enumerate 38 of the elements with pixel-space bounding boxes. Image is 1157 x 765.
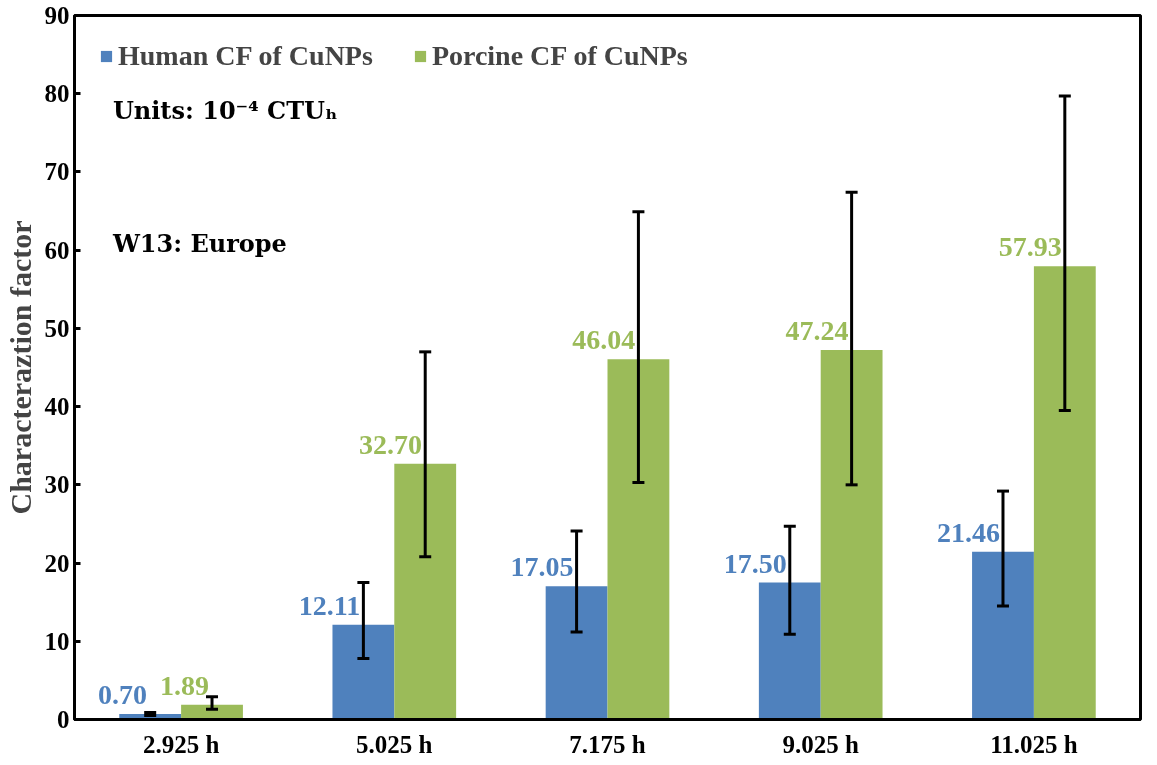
data-label: 57.93 [998, 231, 1062, 263]
y-axis-title: Characteraztion factor [3, 220, 37, 515]
bar [545, 586, 608, 720]
data-label: 47.24 [785, 314, 849, 346]
bar [820, 349, 883, 720]
annotation: W13: Europe [111, 228, 287, 258]
data-label: 17.05 [510, 551, 574, 583]
y-tick-label: 40 [44, 393, 70, 421]
x-tick-label: 7.175 h [569, 730, 646, 758]
bar [332, 624, 395, 720]
y-tick-label: 0 [57, 706, 70, 733]
y-tick-label: 80 [44, 80, 70, 108]
data-label: 1.89 [159, 669, 209, 701]
y-tick-label: 70 [44, 158, 70, 186]
bar [394, 463, 457, 720]
x-tick-label: 2.925 h [142, 730, 220, 758]
legend-label: Porcine CF of CuNPs [431, 40, 688, 72]
y-tick-label: 50 [44, 314, 70, 342]
data-label: 17.50 [723, 547, 787, 579]
y-tick-label: 10 [44, 627, 70, 655]
bar [758, 582, 821, 720]
annotation: Units: 10⁻⁴ CTUₕ [112, 96, 338, 126]
bar [972, 551, 1034, 720]
data-label: 46.04 [572, 324, 636, 356]
data-label: 32.70 [359, 428, 423, 460]
bar [1033, 266, 1096, 720]
y-tick-label: 60 [44, 236, 70, 264]
x-tick-label: 11.025 h [990, 730, 1078, 758]
x-tick-label: 5.025 h [356, 730, 433, 758]
y-tick-label: 20 [44, 549, 70, 577]
y-tick-label: 90 [44, 2, 70, 29]
data-label: 21.46 [936, 516, 1000, 548]
data-label: 0.70 [98, 679, 148, 711]
y-tick-label: 30 [44, 471, 70, 499]
x-tick-label: 9.025 h [782, 730, 859, 758]
bar [607, 359, 670, 720]
legend-label: Human CF of CuNPs [118, 40, 373, 72]
data-label: 12.11 [298, 589, 361, 621]
